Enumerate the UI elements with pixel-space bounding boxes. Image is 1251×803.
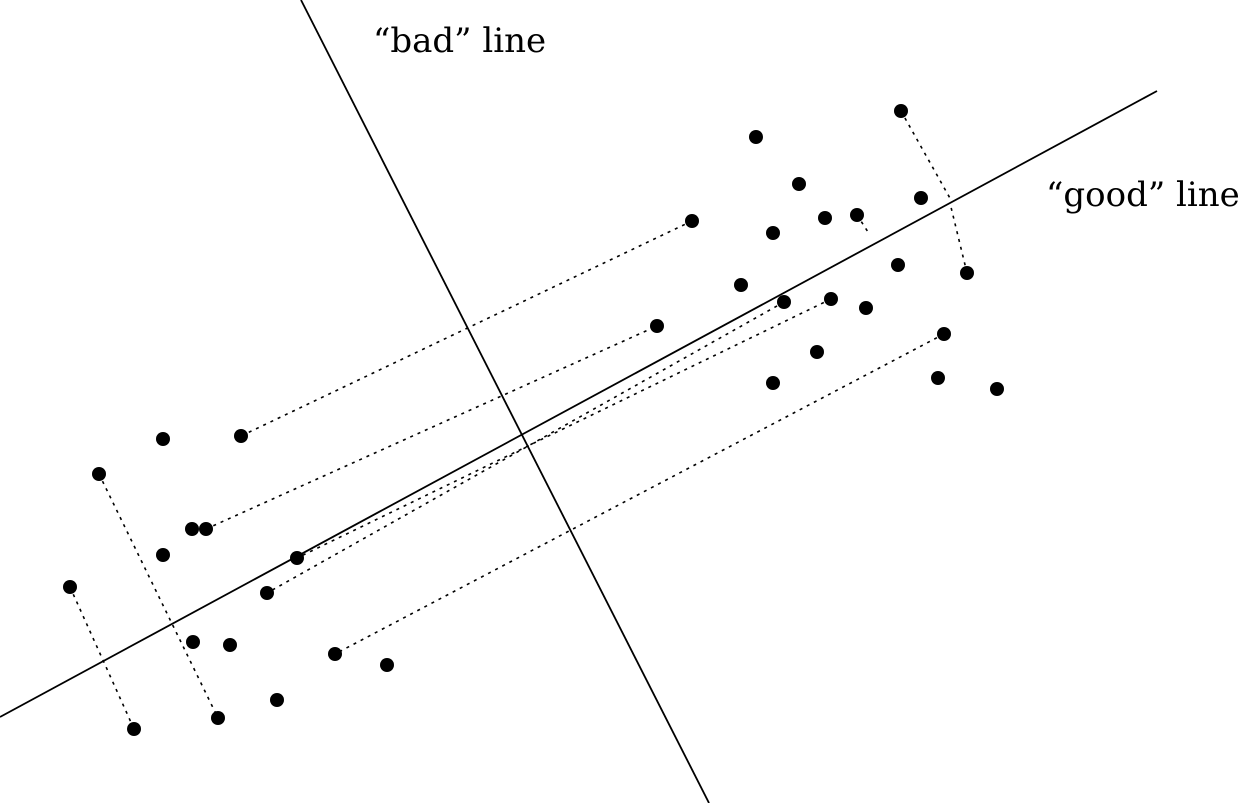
- projection-line: [296, 298, 832, 559]
- data-point: [937, 327, 951, 341]
- data-point: [199, 522, 213, 536]
- data-point: [766, 376, 780, 390]
- data-point: [328, 647, 342, 661]
- data-point: [734, 278, 748, 292]
- data-point: [850, 208, 864, 222]
- data-point: [290, 551, 304, 565]
- data-point: [818, 211, 832, 225]
- data-points: [63, 104, 1004, 736]
- data-point: [186, 635, 200, 649]
- projection-line: [949, 202, 968, 274]
- data-point: [234, 429, 248, 443]
- data-point: [777, 295, 791, 309]
- bad-line: [300, 0, 710, 803]
- data-point: [156, 432, 170, 446]
- projection-line: [205, 325, 658, 530]
- data-point: [211, 711, 225, 725]
- data-point: [685, 214, 699, 228]
- data-point: [931, 371, 945, 385]
- data-point: [792, 177, 806, 191]
- data-point: [749, 130, 763, 144]
- data-point: [63, 580, 77, 594]
- data-point: [891, 258, 905, 272]
- data-point: [766, 226, 780, 240]
- data-point: [810, 345, 824, 359]
- projection-line: [98, 473, 219, 719]
- data-point: [650, 319, 664, 333]
- projection-line: [856, 214, 869, 233]
- data-point: [894, 104, 908, 118]
- data-point: [990, 382, 1004, 396]
- data-point: [824, 292, 838, 306]
- good-line: [0, 90, 1158, 718]
- projection-line: [334, 333, 945, 655]
- data-point: [127, 722, 141, 736]
- data-point: [223, 638, 237, 652]
- bad-line-label: “bad” line: [373, 21, 546, 61]
- projection-line: [69, 586, 135, 730]
- projection-lines: [69, 110, 968, 730]
- data-point: [859, 301, 873, 315]
- data-point: [92, 467, 106, 481]
- projection-line: [900, 110, 952, 201]
- data-point: [380, 658, 394, 672]
- data-point: [185, 522, 199, 536]
- data-point: [960, 266, 974, 280]
- good-line-label: “good” line: [1046, 175, 1240, 215]
- projection-line: [240, 220, 693, 437]
- data-point: [156, 548, 170, 562]
- data-point: [270, 693, 284, 707]
- data-point: [914, 191, 928, 205]
- projection-line: [266, 301, 785, 594]
- data-point: [260, 586, 274, 600]
